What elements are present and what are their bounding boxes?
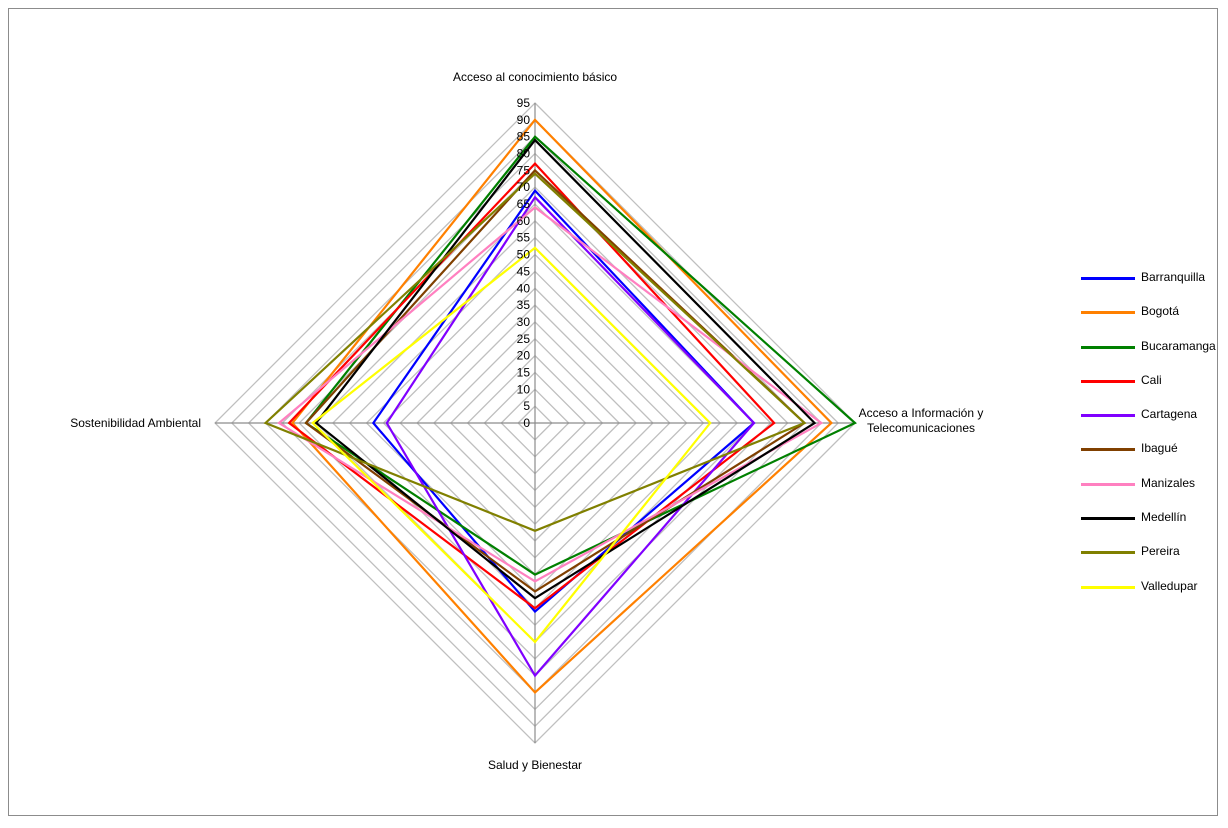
axis-label: Acceso a Información y Telecomunicaciones [859,406,984,435]
tick-label: 25 [517,332,531,346]
legend-item: Bogotá [1079,299,1228,333]
legend-item: Barranquilla [1079,265,1228,299]
legend-item: Manizales [1079,471,1228,505]
legend-label: Valledupar [1141,578,1198,593]
legend-swatch [1081,311,1135,315]
tick-label: 5 [523,399,530,413]
tick-label: 75 [517,163,531,177]
tick-label: 30 [517,315,531,329]
series-line [287,162,776,610]
axis-label: Acceso al conocimiento básico [453,70,617,84]
legend-label: Bucaramanga [1141,338,1216,353]
tick-label: 20 [517,349,531,363]
tick-label: 80 [517,147,531,161]
axis-label: Salud y Bienestar [488,758,582,772]
tick-label: 55 [517,231,531,245]
legend-label: Barranquilla [1141,270,1206,284]
axis-label: Sostenibilidad Ambiental [70,416,201,430]
legend-swatch [1081,551,1135,555]
tick-label: 10 [517,382,531,396]
chart-area: 0 5 10 15 20 25 30 35 40 45 50 55 60 65 70 75 80 85 90 95 A… [8,8,1218,816]
series-line [304,135,857,576]
tick-label: 45 [517,264,531,278]
tick-labels: 0 5 10 15 20 25 30 35 40 45 50 55 60 65 70 75 80 85 90 95 [517,96,531,430]
legend-swatch [1081,448,1135,452]
axis-labels: Acceso al conocimiento básico Acceso a In… [70,70,983,772]
legend-label: Bogotá [1141,304,1180,319]
legend-swatch [1081,482,1135,486]
legend-item: Cali [1079,368,1228,402]
tick-label: 85 [517,130,531,144]
tick-label: 70 [517,180,531,194]
legend-label: Cali [1141,372,1162,387]
tick-label: 50 [517,248,531,262]
series-line [385,195,756,678]
legend-swatch [1081,585,1135,589]
tick-label: 95 [517,96,531,110]
legend-label: Medellín [1141,510,1187,525]
legend-item: Bucaramanga [1079,334,1228,368]
tick-label: 0 [523,416,530,430]
legend-label: Ibagué [1141,441,1178,456]
legend-item: Ibagué [1079,436,1228,470]
legend-item: Pereira [1079,539,1228,573]
tick-label: 65 [517,197,531,211]
legend-item: Valledupar [1079,574,1228,608]
legend-swatch [1081,379,1135,383]
legend-label: Pereira [1141,544,1180,559]
tick-label: 40 [517,281,531,295]
legend-swatch [1081,345,1135,349]
series-line [371,188,756,614]
legend-swatch [1081,277,1135,280]
series-line [311,246,712,644]
tick-label: 90 [517,113,531,127]
legend-swatch [1081,414,1135,418]
legend-label: Cartagena [1141,407,1198,422]
legend: Barranquilla Bogotá Bucaramanga Cali Cartage… [1079,265,1228,608]
legend-swatch [1081,517,1135,521]
series-layer [263,118,857,695]
series-line [304,168,807,593]
series-line [314,138,817,600]
tick-label: 35 [517,298,531,312]
tick-label: 60 [517,214,531,228]
series-line [263,172,807,532]
tick-label: 15 [517,365,531,379]
legend-item: Cartagena [1079,402,1228,436]
legend-label: Manizales [1141,475,1196,490]
radar-chart: 0 5 10 15 20 25 30 35 40 45 50 55 60 65 70 75 80 85 90 95 A… [70,70,983,772]
legend-item: Medellín [1079,505,1228,539]
